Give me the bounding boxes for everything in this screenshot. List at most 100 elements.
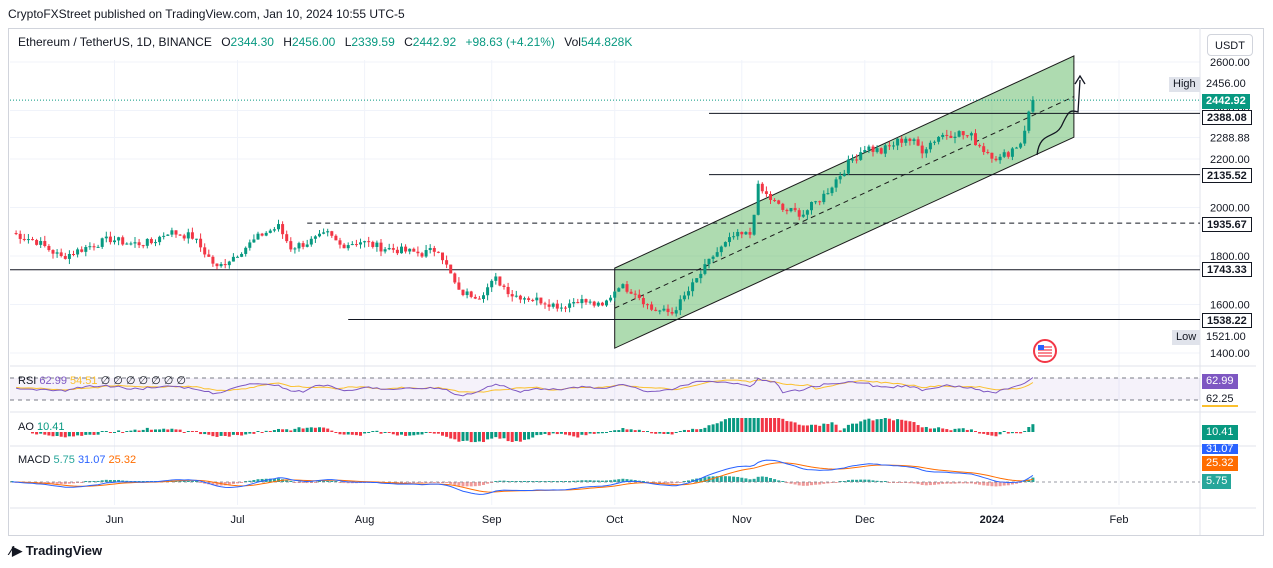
- ao-bar: [715, 423, 719, 432]
- macd-hist-bar: [486, 482, 490, 484]
- currency-button[interactable]: USDT: [1207, 34, 1253, 56]
- price-tick: 2200.00: [1210, 154, 1250, 166]
- macd-hist-bar: [904, 482, 908, 483]
- ao-legend[interactable]: AO 10.41: [18, 421, 65, 433]
- macd-hist-bar: [596, 480, 600, 482]
- ao-bar: [678, 431, 682, 432]
- ao-bar: [67, 432, 71, 437]
- candle-body: [379, 242, 383, 252]
- candle-body: [711, 256, 715, 259]
- price-tick: 1600.00: [1210, 300, 1250, 312]
- candle-body: [830, 187, 834, 194]
- ao-bar: [834, 424, 838, 432]
- macd-hist-bar: [47, 482, 51, 484]
- ao-bar: [281, 429, 285, 432]
- macd-hist-bar: [96, 480, 100, 482]
- high-tag: 2456.00: [1202, 77, 1250, 92]
- candle-body: [55, 252, 59, 254]
- candle-body: [338, 240, 342, 245]
- candle-body: [641, 298, 645, 305]
- ao-bar: [933, 428, 936, 432]
- candle-body: [879, 148, 883, 154]
- candle-body: [539, 297, 543, 304]
- ao-bar: [100, 431, 104, 432]
- macd-hist-bar: [1031, 477, 1035, 482]
- macd-hist-bar: [822, 482, 826, 484]
- ao-bar: [404, 432, 408, 436]
- ao-bar: [600, 432, 604, 434]
- ao-bar: [625, 429, 629, 432]
- ao-bar: [207, 432, 211, 435]
- candle-body: [892, 145, 895, 147]
- macd-legend[interactable]: MACD 5.75 31.07 25.32: [18, 454, 136, 466]
- macd-hist-bar: [871, 480, 875, 482]
- macd-hist-bar: [322, 481, 326, 482]
- ao-bar: [916, 425, 920, 432]
- candle-body: [108, 236, 112, 243]
- ao-bar: [510, 432, 514, 442]
- candle-body: [592, 301, 596, 306]
- macd-hist-bar: [445, 482, 449, 484]
- symbol-legend: Ethereum / TetherUS, 1D, BINANCE O2344.3…: [18, 35, 632, 49]
- candle-body: [773, 199, 777, 201]
- ao-bar: [92, 432, 96, 435]
- ao-bar: [104, 431, 108, 432]
- rsi-legend[interactable]: RSI 62.99 54.51 ∅ ∅ ∅ ∅ ∅ ∅ ∅: [18, 374, 186, 387]
- candle-body: [920, 145, 924, 154]
- candle-body: [387, 248, 391, 250]
- macd-hist-bar: [986, 482, 990, 486]
- candle-body: [900, 138, 904, 143]
- ao-bar: [883, 418, 887, 432]
- ao-bar: [400, 432, 403, 435]
- macd-hist-bar: [518, 481, 522, 482]
- ao-bar: [186, 431, 190, 432]
- macd-hist-bar: [453, 482, 457, 485]
- tradingview-logo-icon: ⁄▶: [10, 543, 26, 558]
- candle-body: [219, 264, 223, 267]
- candle-body: [1031, 100, 1035, 112]
- macd-hist-bar: [523, 481, 526, 482]
- candle-body: [277, 224, 280, 230]
- macd-hist-bar: [703, 477, 707, 482]
- ao-bar: [978, 432, 982, 434]
- ao-bar: [252, 432, 256, 434]
- candle-body: [818, 201, 822, 203]
- ao-bar: [613, 430, 617, 432]
- ao-bar: [371, 431, 375, 432]
- candle-body: [605, 300, 608, 306]
- macd-signal-tag: 25.32: [1202, 456, 1238, 471]
- macd-hist-bar: [441, 482, 444, 483]
- ao-bar: [892, 420, 895, 432]
- candle-body: [145, 238, 149, 246]
- candle-body: [162, 235, 166, 237]
- macd-hist-bar: [928, 482, 932, 486]
- ao-bar: [855, 423, 859, 432]
- ao-bar: [814, 424, 818, 432]
- ao-bar: [322, 427, 326, 432]
- ao-bar: [658, 432, 662, 434]
- candle-body: [974, 133, 977, 146]
- macd-hist-bar: [916, 482, 920, 485]
- ao-bar: [215, 432, 219, 437]
- ao-bar: [559, 432, 563, 434]
- macd-hist-bar: [1023, 481, 1027, 482]
- ao-bar: [723, 419, 727, 432]
- candle-body: [904, 138, 908, 143]
- ao-bar: [838, 430, 842, 432]
- ao-bar: [441, 432, 444, 436]
- ao-bar: [84, 432, 88, 435]
- ao-bar: [1006, 432, 1010, 434]
- symbol-name[interactable]: Ethereum / TetherUS, 1D, BINANCE: [18, 35, 212, 49]
- ao-name: AO: [18, 421, 34, 433]
- candle-body: [473, 296, 477, 299]
- ao-bar: [994, 432, 998, 437]
- ao-bar: [592, 432, 596, 434]
- candle-body: [186, 232, 190, 239]
- macd-hist-bar: [195, 481, 198, 482]
- candle-body: [637, 294, 641, 299]
- macd-hist-bar: [539, 481, 543, 482]
- ao-bar: [629, 429, 633, 432]
- price-tick: 2600.00: [1210, 57, 1250, 69]
- tradingview-logo[interactable]: ⁄▶ TradingView: [10, 543, 102, 559]
